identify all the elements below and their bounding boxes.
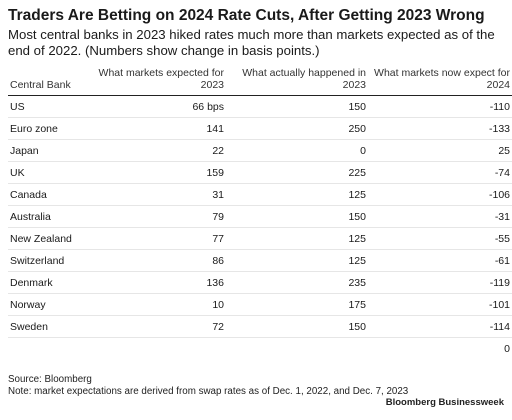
table-cell-actual-2023: 125 — [226, 227, 368, 250]
column-header: What actually happened in 2023 — [226, 65, 368, 96]
column-header: What markets expected for 2023 — [88, 65, 226, 96]
table-row: 0 — [8, 338, 512, 360]
table-cell-bank: New Zealand — [8, 227, 88, 250]
table-cell-expected-2024: -119 — [368, 271, 512, 294]
table-cell-expected-2024: -133 — [368, 117, 512, 140]
chart-container: Traders Are Betting on 2024 Rate Cuts, A… — [8, 6, 512, 359]
chart-title: Traders Are Betting on 2024 Rate Cuts, A… — [8, 7, 485, 24]
table-cell-bank: UK — [8, 161, 88, 184]
table-cell-expected-2023: 159 — [88, 161, 226, 184]
table-cell-bank: Canada — [8, 183, 88, 206]
table-row: Euro zone 141 250 -133 — [8, 117, 512, 140]
table-cell-bank: Australia — [8, 205, 88, 228]
source-note: Source: Bloomberg — [8, 374, 92, 385]
chart-subtitle: Most central banks in 2023 hiked rates m… — [8, 27, 495, 58]
table-row: Norway 10 175 -101 — [8, 293, 512, 316]
column-header: What markets now expect for 2024 — [368, 65, 512, 96]
table-row: UK 159 225 -74 — [8, 161, 512, 184]
table-cell-bank: Norway — [8, 293, 88, 316]
table-cell-expected-2024: -101 — [368, 293, 512, 316]
rate-table: Central Bank What markets expected for 2… — [8, 65, 512, 359]
table-cell-actual-2023: 150 — [226, 205, 368, 228]
table-cell-actual-2023: 150 — [226, 95, 368, 118]
table-cell-expected-2024: -61 — [368, 249, 512, 272]
table-cell-actual-2023: 225 — [226, 161, 368, 184]
table-cell-actual-2023 — [226, 338, 368, 360]
table-cell-actual-2023: 0 — [226, 139, 368, 162]
table-cell-expected-2024: -74 — [368, 161, 512, 184]
table-cell-expected-2024: -110 — [368, 95, 512, 118]
table-cell-actual-2023: 150 — [226, 315, 368, 338]
brand-logo: Bloomberg Businessweek — [385, 397, 504, 408]
table-cell-actual-2023: 235 — [226, 271, 368, 294]
table-cell-expected-2023: 22 — [88, 139, 226, 162]
table-cell-expected-2024: -106 — [368, 183, 512, 206]
table-cell-expected-2023: 10 — [88, 293, 226, 316]
table-row: Canada 31 125 -106 — [8, 183, 512, 206]
table-cell-expected-2024: -114 — [368, 315, 512, 338]
table-row: New Zealand 77 125 -55 — [8, 227, 512, 250]
table-cell-actual-2023: 175 — [226, 293, 368, 316]
table-cell-bank: Japan — [8, 139, 88, 162]
table-cell-bank: Euro zone — [8, 117, 88, 140]
table-cell-expected-2023: 141 — [88, 117, 226, 140]
footer-notes: Source: Bloomberg Note: market expectati… — [8, 374, 506, 397]
table-cell-expected-2024: 0 — [504, 343, 510, 355]
table-cell-expected-2024: -31 — [368, 205, 512, 228]
table-cell-bank: Denmark — [8, 271, 88, 294]
table-cell-expected-2023 — [88, 338, 226, 360]
table-cell-actual-2023: 125 — [226, 183, 368, 206]
table-cell-expected-2023: 31 — [88, 183, 226, 206]
table-cell-expected-2023: 79 — [88, 205, 226, 228]
table-cell-expected-2024: -55 — [368, 227, 512, 250]
table-header-row: Central Bank What markets expected for 2… — [8, 65, 512, 96]
table-cell-bank: Sweden — [8, 315, 88, 338]
table-cell-actual-2023: 125 — [226, 249, 368, 272]
table-cell-expected-2023: 72 — [88, 315, 226, 338]
table-row: Sweden 72 150 -114 — [8, 315, 512, 338]
table-cell-expected-2023: 86 — [88, 249, 226, 272]
table-cell-actual-2023: 250 — [226, 117, 368, 140]
table-row: US 66 bps 150 -110 — [8, 95, 512, 118]
method-note: Note: market expectations are derived fr… — [8, 385, 409, 397]
table-body: US 66 bps 150 -110 Euro zone 141 250 -133 Japan 2… — [8, 95, 512, 360]
table-cell-expected-2024: 25 — [368, 139, 512, 162]
table-row: Australia 79 150 -31 — [8, 205, 512, 228]
table-cell-bank: US — [8, 95, 88, 118]
column-header: Central Bank — [8, 65, 88, 96]
table-row: Japan 22 0 25 — [8, 139, 512, 162]
table-row: Denmark 136 235 -119 — [8, 271, 512, 294]
table-cell-bank: Switzerland — [8, 249, 88, 272]
table-cell-expected-2023: 136 — [88, 271, 226, 294]
table-cell-expected-2023: 77 — [88, 227, 226, 250]
table-cell-bank — [8, 338, 88, 360]
table-row: Switzerland 86 125 -61 — [8, 249, 512, 272]
table-cell-expected-2023: 66 bps — [88, 95, 226, 118]
